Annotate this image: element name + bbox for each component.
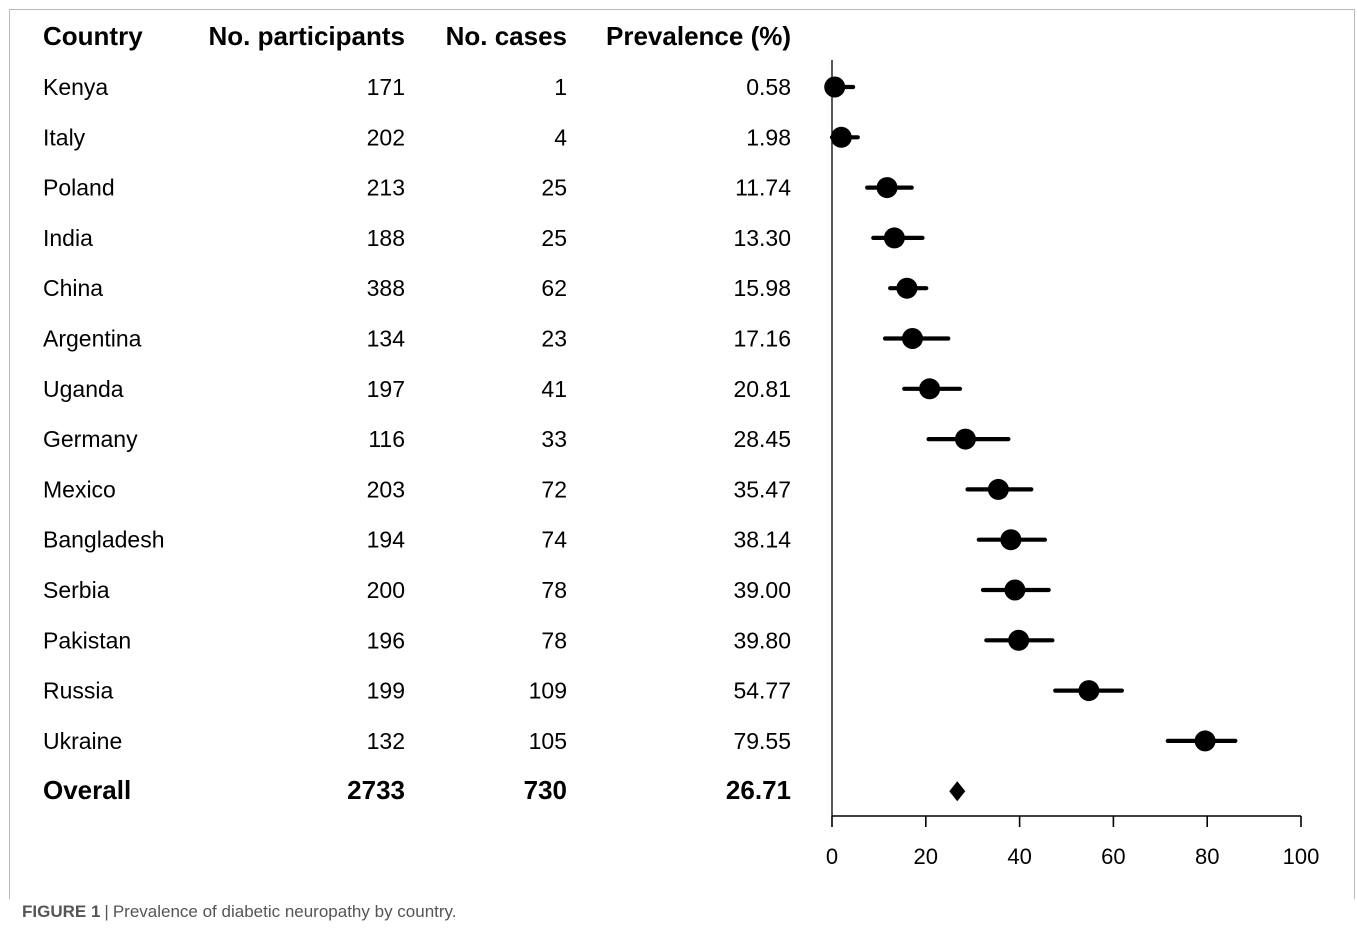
row-participants-value: 188 xyxy=(367,225,405,251)
prevalence-point xyxy=(824,76,846,98)
x-axis-tick-label: 100 xyxy=(1283,844,1320,869)
forest-plot-figure: Country No. participants No. cases Prevalen… xyxy=(43,21,1320,869)
row-participants-value: 203 xyxy=(367,476,405,502)
row-country-label: Italy xyxy=(43,124,86,150)
prevalence-point xyxy=(896,277,918,299)
row-prevalence-value: 13.30 xyxy=(733,225,791,251)
row-participants-value: 213 xyxy=(367,175,405,201)
prevalence-point xyxy=(876,177,898,199)
caption-separator: | xyxy=(104,902,109,921)
overall-participants-value: 2733 xyxy=(347,775,405,805)
row-prevalence-value: 54.77 xyxy=(733,678,791,704)
figure-panel xyxy=(9,9,1355,899)
overall-country-label: Overall xyxy=(43,775,131,805)
row-cases-value: 4 xyxy=(554,124,567,150)
row-cases-value: 25 xyxy=(541,225,567,251)
header-country: Country xyxy=(43,21,143,51)
prevalence-point xyxy=(1004,579,1026,601)
row-cases-value: 105 xyxy=(529,728,567,754)
caption-text: Prevalence of diabetic neuropathy by cou… xyxy=(112,902,457,921)
prevalence-point xyxy=(830,126,852,148)
row-participants-value: 388 xyxy=(367,275,405,301)
x-axis-tick-label: 80 xyxy=(1195,844,1219,869)
header-prevalence: Prevalence (%) xyxy=(606,21,791,51)
row-participants-value: 116 xyxy=(368,426,405,452)
row-cases-value: 72 xyxy=(541,476,567,502)
row-country-label: Bangladesh xyxy=(43,527,165,553)
prevalence-point xyxy=(987,478,1009,500)
row-cases-value: 74 xyxy=(541,527,567,553)
row-country-label: Mexico xyxy=(43,476,116,502)
x-axis-tick-label: 40 xyxy=(1007,844,1031,869)
row-participants-value: 132 xyxy=(367,728,405,754)
row-country-label: Poland xyxy=(43,175,115,201)
row-participants-value: 200 xyxy=(367,577,405,603)
row-country-label: Kenya xyxy=(43,74,108,100)
row-prevalence-value: 39.80 xyxy=(733,627,791,653)
row-prevalence-value: 15.98 xyxy=(733,275,791,301)
row-prevalence-value: 79.55 xyxy=(733,728,791,754)
row-country-label: Serbia xyxy=(43,577,110,603)
row-cases-value: 62 xyxy=(541,275,567,301)
row-cases-value: 25 xyxy=(541,175,567,201)
prevalence-point xyxy=(901,328,923,349)
row-cases-value: 23 xyxy=(541,326,567,352)
row-country-label: Ukraine xyxy=(43,728,122,754)
overall-cases-value: 730 xyxy=(524,775,567,805)
prevalence-point xyxy=(954,428,976,450)
caption-label: FIGURE 1 xyxy=(22,902,101,921)
row-prevalence-value: 20.81 xyxy=(733,376,791,402)
x-axis-tick-label: 0 xyxy=(826,844,838,869)
prevalence-point xyxy=(1008,629,1030,651)
row-participants-value: 171 xyxy=(367,74,405,100)
row-prevalence-value: 1.98 xyxy=(746,124,791,150)
row-participants-value: 197 xyxy=(367,376,405,402)
row-cases-value: 78 xyxy=(541,577,567,603)
prevalence-point xyxy=(1078,680,1100,702)
row-cases-value: 109 xyxy=(529,678,567,704)
row-prevalence-value: 35.47 xyxy=(733,476,791,502)
overall-prevalence-value: 26.71 xyxy=(726,775,791,805)
row-prevalence-value: 0.58 xyxy=(746,74,791,100)
row-country-label: Russia xyxy=(43,678,114,704)
row-cases-value: 33 xyxy=(541,426,567,452)
row-country-label: Uganda xyxy=(43,376,124,402)
prevalence-point xyxy=(1000,529,1022,551)
overall-diamond xyxy=(949,781,966,802)
prevalence-point xyxy=(883,227,905,249)
row-participants-value: 194 xyxy=(367,527,406,553)
x-axis-tick-label: 20 xyxy=(914,844,938,869)
row-country-label: China xyxy=(43,275,103,301)
header-participants: No. participants xyxy=(209,21,405,51)
row-prevalence-value: 17.16 xyxy=(733,326,791,352)
row-participants-value: 196 xyxy=(367,627,405,653)
row-participants-value: 202 xyxy=(367,124,405,150)
row-country-label: India xyxy=(43,225,93,251)
row-country-label: Argentina xyxy=(43,326,142,352)
prevalence-point xyxy=(919,378,941,400)
figure-caption: FIGURE 1 | Prevalence of diabetic neuropat… xyxy=(22,902,457,922)
row-prevalence-value: 28.45 xyxy=(733,426,791,452)
header-cases: No. cases xyxy=(446,21,567,51)
prevalence-point xyxy=(1194,730,1216,752)
row-country-label: Pakistan xyxy=(43,627,131,653)
x-axis-tick-label: 60 xyxy=(1101,844,1125,869)
row-prevalence-value: 11.74 xyxy=(735,175,791,201)
row-prevalence-value: 39.00 xyxy=(733,577,791,603)
row-cases-value: 78 xyxy=(541,627,567,653)
row-country-label: Germany xyxy=(43,426,138,452)
row-prevalence-value: 38.14 xyxy=(733,527,791,553)
row-participants-value: 134 xyxy=(367,326,406,352)
row-cases-value: 41 xyxy=(541,376,567,402)
row-participants-value: 199 xyxy=(367,678,405,704)
row-cases-value: 1 xyxy=(554,74,567,100)
